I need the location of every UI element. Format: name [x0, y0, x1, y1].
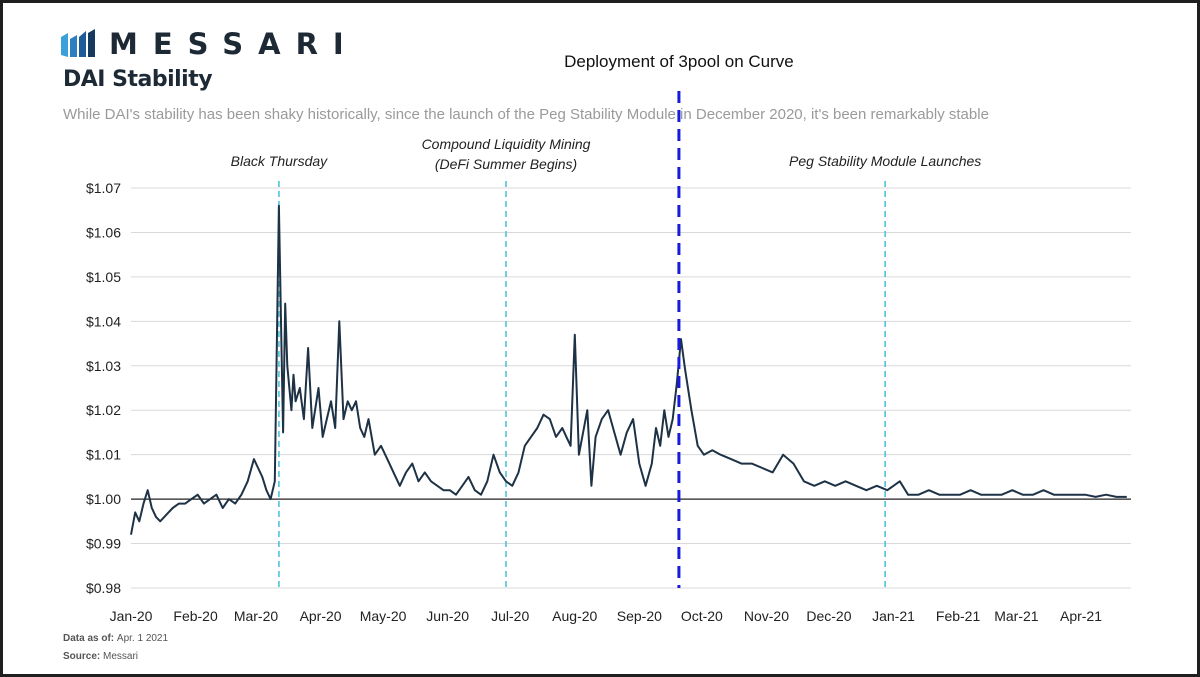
source-note: Source: Messari [63, 651, 138, 662]
x-tick-label: Oct-20 [681, 608, 723, 624]
x-tick-label: Dec-20 [806, 608, 851, 624]
x-tick-label: Jan-20 [110, 608, 153, 624]
curve-3pool-label: Deployment of 3pool on Curve [564, 52, 794, 71]
x-tick-label: Feb-20 [173, 608, 218, 624]
data-as-of-value: Apr. 1 2021 [116, 633, 169, 644]
chart-title: DAI Stability [63, 67, 213, 92]
y-tick-label: $1.04 [86, 313, 121, 329]
data-as-of-label: Data as of: [63, 633, 115, 644]
gridlines [131, 187, 1131, 589]
x-tick-label: Jun-20 [426, 608, 469, 624]
chart-subtitle: While DAI's stability has been shaky his… [63, 106, 989, 123]
y-tick-label: $1.05 [86, 269, 121, 285]
y-tick-label: $1.01 [86, 447, 121, 463]
y-tick-label: $1.06 [86, 224, 121, 240]
x-tick-label: Aug-20 [552, 608, 597, 624]
line-chart: $1.07 $1.06 $1.05 $1.04 $1.03 $1.02 $1.01 $1.00… [86, 52, 1131, 624]
x-tick-label: Apr-20 [300, 608, 342, 624]
y-tick-label: $1.00 [86, 491, 121, 507]
x-tick-label: Nov-20 [744, 608, 789, 624]
x-tick-label: Feb-21 [936, 608, 981, 624]
x-axis-tick-labels: Jan-20 Feb-20 Mar-20 Apr-20 May-20 Jun-20 Jul-… [110, 608, 1103, 624]
source-label: Source: [63, 651, 101, 662]
y-tick-label: $1.03 [86, 358, 121, 374]
series-layer [130, 91, 1131, 588]
y-tick-label: $0.98 [86, 580, 121, 596]
event-label: Peg Stability Module Launches [789, 153, 981, 169]
y-axis-tick-labels: $1.07 $1.06 $1.05 $1.04 $1.03 $1.02 $1.01 $1.00… [86, 180, 121, 596]
x-tick-label: Mar-21 [994, 608, 1039, 624]
logo-wordmark: MESSARI [109, 27, 359, 61]
event-label-line2: (DeFi Summer Begins) [435, 156, 577, 172]
messari-logo-icon [61, 29, 95, 57]
y-tick-label: $1.02 [86, 402, 121, 418]
x-tick-label: Sep-20 [617, 608, 662, 624]
x-tick-label: Apr-21 [1060, 608, 1102, 624]
source-value: Messari [103, 651, 139, 662]
data-as-of-note: Data as of: Apr. 1 2021 [63, 633, 168, 644]
dai-price-line [130, 204, 1127, 535]
x-tick-label: Jan-21 [872, 608, 915, 624]
x-tick-label: Mar-20 [234, 608, 279, 624]
x-tick-label: Jul-20 [491, 608, 529, 624]
event-markers: Black Thursday Compound Liquidity Mining (… [231, 52, 981, 588]
x-tick-label: May-20 [360, 608, 407, 624]
event-label-line1: Compound Liquidity Mining [422, 136, 591, 152]
y-tick-label: $1.07 [86, 180, 121, 196]
event-label: Black Thursday [231, 153, 328, 169]
messari-logo: MESSARI [61, 27, 359, 61]
y-tick-label: $0.99 [86, 536, 121, 552]
